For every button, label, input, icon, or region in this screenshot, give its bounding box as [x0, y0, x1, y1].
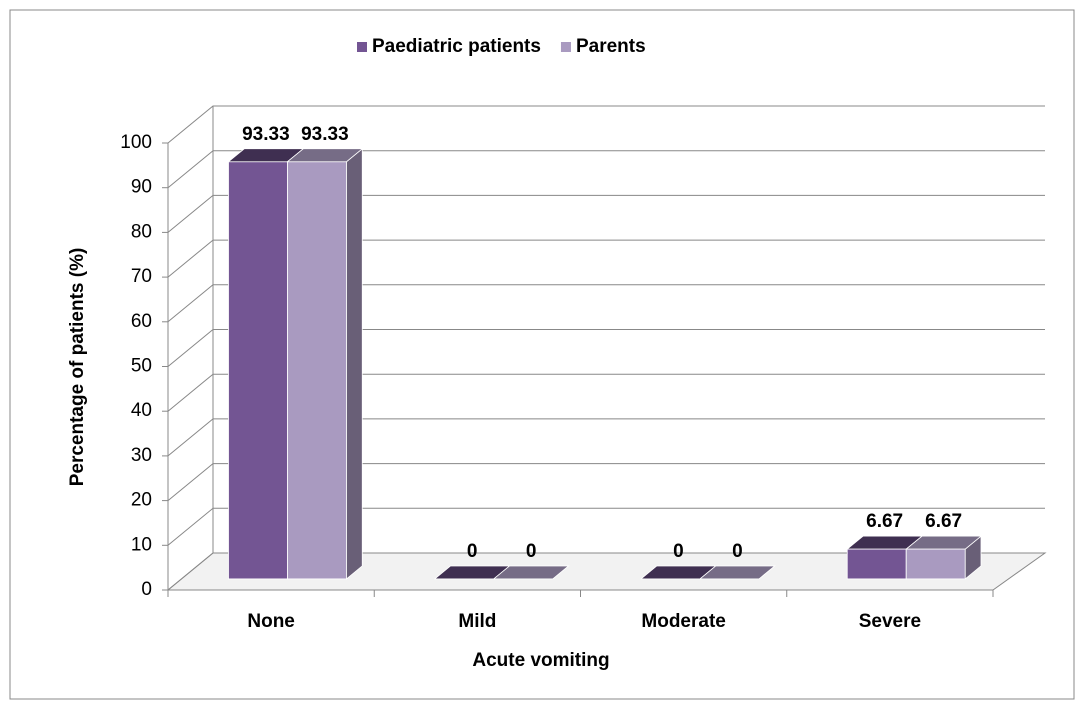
y-tick-label: 60	[131, 311, 152, 332]
data-label: 0	[467, 541, 478, 562]
grid-line	[167, 507, 1045, 546]
data-label: 6.67	[925, 511, 962, 532]
data-label: 0	[673, 541, 684, 562]
data-label: 0	[732, 541, 743, 562]
bar	[698, 565, 776, 580]
legend-label: Paediatric patients	[372, 36, 541, 57]
bar-top	[286, 148, 364, 163]
y-tick-label: 100	[120, 132, 152, 153]
data-label: 93.33	[242, 124, 290, 145]
grid-line	[167, 463, 1045, 501]
y-tick-label: 70	[131, 266, 152, 287]
y-tick-label: 0	[141, 579, 152, 600]
y-tick-label: 80	[131, 221, 152, 242]
bar-top	[698, 565, 776, 580]
x-tick-label: Moderate	[641, 611, 725, 632]
grid-line	[167, 105, 1045, 144]
grid-line	[167, 552, 1045, 591]
x-tick-label: Severe	[859, 611, 921, 632]
bar-side	[346, 147, 363, 580]
data-label: 93.33	[301, 124, 349, 145]
y-tick-label: 30	[131, 445, 152, 466]
bar-front	[846, 548, 907, 580]
bar	[905, 535, 983, 580]
bar-front	[287, 161, 347, 580]
y-tick-label: 20	[131, 490, 152, 511]
bar	[286, 147, 364, 580]
bar-front	[905, 548, 966, 580]
grid-line	[167, 329, 1045, 367]
grid-line	[167, 194, 1045, 233]
x-axis-title: Acute vomiting	[472, 650, 609, 671]
bar	[492, 565, 570, 580]
data-label: 0	[526, 541, 537, 562]
bar-front	[228, 161, 288, 580]
grid-line	[167, 373, 1045, 412]
grid-line	[167, 284, 1045, 323]
y-tick-label: 40	[131, 400, 152, 421]
x-tick-label: Mild	[458, 611, 496, 632]
chart-frame	[9, 9, 1075, 700]
legend-swatch	[560, 42, 571, 52]
bar-top	[905, 535, 983, 550]
y-tick-label: 10	[131, 534, 152, 555]
legend-swatch	[357, 42, 367, 52]
x-tick-label: None	[247, 611, 295, 632]
legend-label: Parents	[576, 36, 646, 57]
data-label: 6.67	[866, 511, 903, 532]
y-axis-title: Percentage of patients (%)	[67, 248, 88, 487]
grid-line	[167, 239, 1045, 278]
y-tick-label: 50	[131, 356, 152, 377]
bar-top	[492, 565, 570, 580]
grid-line	[167, 418, 1045, 457]
grid-line	[167, 150, 1045, 189]
y-tick-label: 90	[131, 177, 152, 198]
